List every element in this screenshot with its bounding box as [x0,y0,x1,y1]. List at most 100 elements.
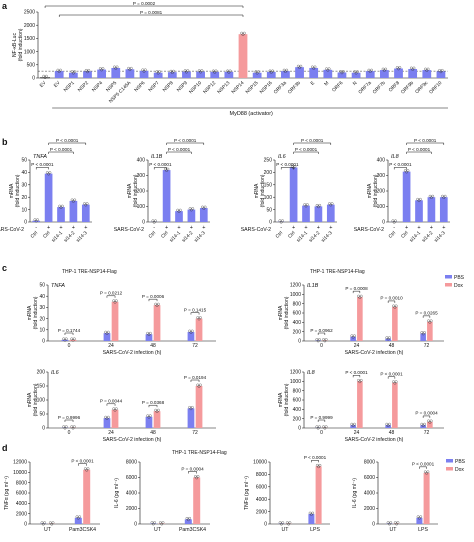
y-tick-label: 20 [39,316,45,322]
x-tick-label: Ctrl [275,230,285,240]
data-point [70,70,74,74]
x-tick-label: UT [44,527,52,533]
x-tick-label: Ctrl [287,230,297,240]
data-point [73,70,77,74]
data-point [159,521,162,524]
data-point [141,68,145,72]
data-point [416,197,420,201]
data-point [308,511,312,515]
data-point [416,515,420,519]
x-tick-label: si14-2 [63,230,77,244]
x-tick-label: Pam3CSK4 [179,527,206,533]
y-tick-label: 300 [137,173,146,179]
cov-row-label: SARS-CoV-2 [0,227,24,233]
bar [315,466,322,524]
cov-sign: + [84,225,87,231]
data-point [438,69,442,72]
data-point [188,207,192,210]
bar [314,206,323,222]
bar [351,72,361,78]
data-point [203,205,207,209]
data-point [188,406,192,409]
data-point [127,66,130,70]
x-tick-label: ORF6 [331,80,345,94]
data-point [84,467,87,471]
bar [162,170,171,222]
data-point [75,515,79,519]
y-tick-label: 50 [39,283,45,289]
y-tick-label: 100 [37,398,46,404]
x-tick-label: NSP12 [202,80,217,95]
y-tick-label: 8000 [256,472,267,478]
data-point [427,319,430,323]
x-tick-label: ORF3a [273,80,288,95]
bar [111,409,119,428]
x-axis-label: SARS-CoV-2 infection (h) [103,350,162,356]
y-tick-label: 400 [293,320,302,326]
x-tick-label: 48 [150,343,156,349]
data-point [385,422,389,426]
y-tick-label: 1200 [290,370,301,376]
bar [97,69,107,78]
cov-row-label: SARS-CoV-2 [241,227,271,233]
bar [238,34,248,78]
data-point [385,336,389,340]
y-axis-label: (fold induction) [33,383,39,416]
x-tick-label: ORF9c [414,80,429,95]
data-point [196,316,200,319]
y-tick-label: 2000 [16,511,27,517]
p-value-label: P = 0.0002 [133,1,156,6]
bar [40,77,50,79]
x-tick-label: NSP7 [147,80,160,93]
x-tick-label: 48 [389,343,395,349]
data-point [190,329,194,333]
data-point [350,422,354,426]
cov-sign: + [292,225,295,231]
data-point [398,66,402,69]
gene-label: IL8 [307,370,316,376]
data-point [322,338,325,341]
data-point [242,31,246,35]
data-point [281,219,284,223]
x-tick-label: LPS [418,527,428,533]
p-value-label: P = 0.1415 [184,307,207,312]
p-value-label: P = 0.0962 [310,328,333,333]
data-point [148,331,152,335]
bar [408,69,418,78]
data-point [431,194,435,198]
gene-label: IL6 [51,370,60,376]
x-tick-label: Ctrl [160,230,170,240]
y-axis-label: mRNA [278,305,284,320]
data-point [427,419,430,423]
cov-sign: + [430,225,433,231]
data-point [339,70,343,73]
data-point [240,31,244,35]
bar [379,70,389,78]
chart-c3: 0 50 100 150 200 mRNA (fold induction) IL6 0 P = … [27,370,216,443]
data-point [85,202,89,206]
data-point [429,319,433,323]
cov-sign: + [202,225,205,231]
gene-label: IL1B [307,283,319,289]
y-tick-label: 2000 [256,509,267,515]
bar [193,477,201,524]
bar [224,71,234,78]
data-point [84,69,88,72]
bar [252,72,262,78]
data-point [419,515,423,519]
legend-dox-swatch [445,283,452,287]
y-tick-label: 6000 [256,485,267,491]
data-point [315,338,319,341]
x-tick-label: ORF9b [400,80,415,95]
bar [57,207,65,222]
bar [81,204,90,222]
p-value-label: P = 0.0194 [184,375,207,380]
x-tick-label: NSP15 [245,80,260,95]
p-value-label: P = 0.1744 [58,328,81,333]
data-point [104,330,108,334]
y-tick-label: 40 [21,170,27,176]
x-tick-label: ORF7a [357,80,372,95]
data-point [381,67,385,71]
y-tick-label: 50 [21,158,27,164]
data-point [357,378,360,382]
